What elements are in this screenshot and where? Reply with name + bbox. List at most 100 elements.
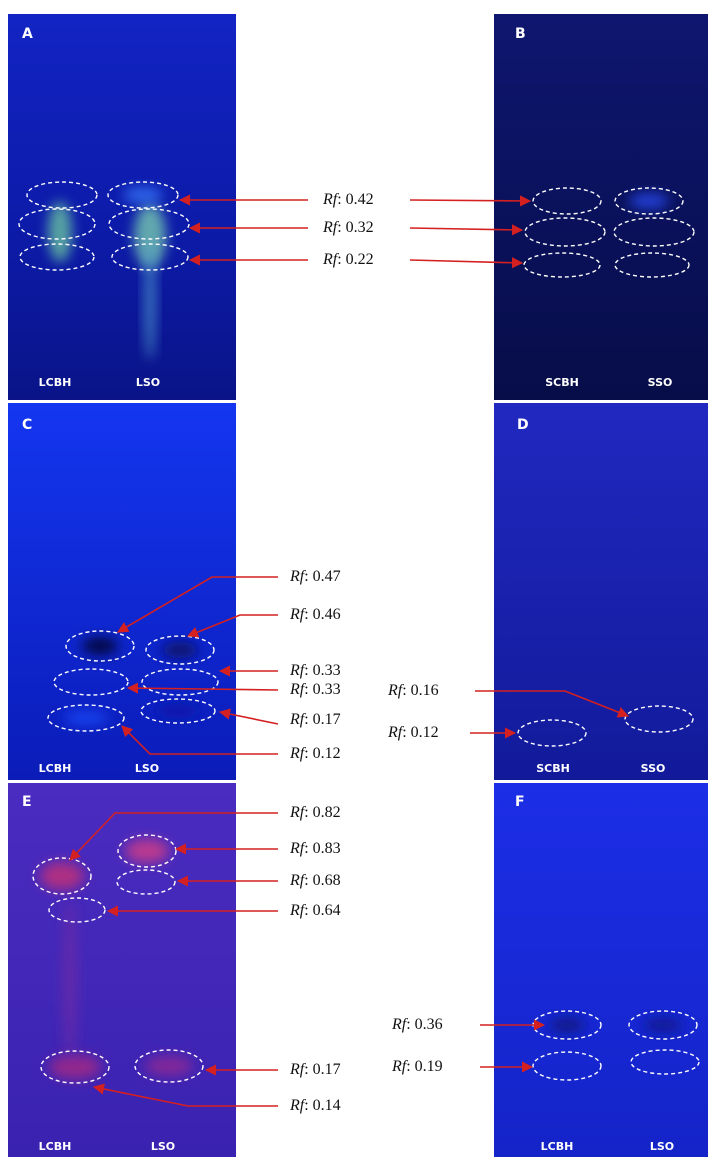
panel-letter: C xyxy=(22,417,32,433)
rf-separator: : xyxy=(304,711,308,728)
rf-value: 0.19 xyxy=(415,1058,443,1075)
rf-value: 0.46 xyxy=(313,606,341,623)
rf-separator: : xyxy=(406,1058,410,1075)
rf-label: Rf:0.22 xyxy=(322,251,374,268)
rf-value: 0.64 xyxy=(313,902,341,919)
band-glow xyxy=(629,193,669,209)
rf-separator: : xyxy=(304,840,308,857)
band-glow xyxy=(549,1017,585,1033)
band-glow xyxy=(643,1017,683,1033)
plate-background xyxy=(494,14,708,400)
lane-label: LSO xyxy=(136,376,160,389)
rf-value: 0.47 xyxy=(313,568,341,585)
band-glow xyxy=(144,240,156,360)
rf-separator: : xyxy=(304,902,308,919)
panel-letter: D xyxy=(517,417,529,433)
rf-label: Rf:0.17 xyxy=(289,1061,341,1078)
rf-separator: : xyxy=(304,1061,308,1078)
plate-panel: E LCBH LSO xyxy=(8,783,236,1157)
rf-value: 0.12 xyxy=(313,745,341,762)
lane-label: SSO xyxy=(648,376,673,389)
rf-separator: : xyxy=(406,1016,410,1033)
rf-value: 0.17 xyxy=(313,1061,341,1078)
rf-label: Rf:0.12 xyxy=(289,745,341,762)
band-glow xyxy=(123,187,163,203)
lane-label: LCBH xyxy=(39,376,72,389)
plate-background xyxy=(494,403,708,780)
rf-label: Rf:0.47 xyxy=(289,568,341,585)
rf-value: 0.33 xyxy=(313,662,341,679)
rf-label: Rf:0.83 xyxy=(289,840,341,857)
lane-label: LCBH xyxy=(39,1140,72,1153)
rf-separator: : xyxy=(304,606,308,623)
rf-separator: : xyxy=(337,219,341,236)
rf-label: Rf:0.46 xyxy=(289,606,341,623)
rf-label: Rf:0.33 xyxy=(289,681,341,698)
arrow xyxy=(410,200,530,201)
rf-label: Rf:0.12 xyxy=(387,724,439,741)
rf-label: Rf:0.64 xyxy=(289,902,341,919)
rf-label: Rf:0.82 xyxy=(289,804,341,821)
plate-background xyxy=(8,783,236,1157)
lane-label: LSO xyxy=(135,762,159,775)
panel-letter: F xyxy=(515,794,525,810)
rf-separator: : xyxy=(304,681,308,698)
rf-label: Rf:0.32 xyxy=(322,219,374,236)
rf-label: Rf:0.36 xyxy=(391,1016,443,1033)
rf-label: Rf:0.16 xyxy=(387,682,439,699)
lane-label: LSO xyxy=(650,1140,674,1153)
lane-label: LCBH xyxy=(541,1140,574,1153)
band-glow xyxy=(62,900,78,1060)
rf-value: 0.42 xyxy=(346,191,374,208)
rf-label: Rf:0.68 xyxy=(289,872,341,889)
rf-value: 0.68 xyxy=(313,872,341,889)
band-glow xyxy=(82,637,118,655)
rf-separator: : xyxy=(402,724,406,741)
rf-value: 0.36 xyxy=(415,1016,443,1033)
band-glow xyxy=(156,704,200,718)
rf-separator: : xyxy=(304,745,308,762)
band-glow xyxy=(162,642,198,658)
lane-label: LSO xyxy=(151,1140,175,1153)
rf-label: Rf:0.42 xyxy=(322,191,374,208)
rf-separator: : xyxy=(304,568,308,585)
lane-label: SCBH xyxy=(536,762,570,775)
plate-background xyxy=(8,14,236,400)
band-glow xyxy=(40,862,84,890)
panel-letter: A xyxy=(22,26,33,42)
rf-separator: : xyxy=(304,872,308,889)
band-glow xyxy=(145,1056,193,1076)
rf-value: 0.16 xyxy=(411,682,439,699)
rf-value: 0.33 xyxy=(313,681,341,698)
plate-panel: B SCBH SSO xyxy=(494,14,708,400)
band-glow xyxy=(49,1055,101,1079)
plate-panel: F LCBH LSO xyxy=(494,783,708,1157)
rf-label: Rf:0.17 xyxy=(289,711,341,728)
rf-separator: : xyxy=(337,191,341,208)
lane-label: SCBH xyxy=(545,376,579,389)
lane-label: SSO xyxy=(641,762,666,775)
band-glow xyxy=(64,711,108,725)
rf-value: 0.82 xyxy=(313,804,341,821)
figure: ALCBHLSOBSCBHSSOCLCBHLSODSCBHSSOELCBHLSO… xyxy=(0,0,710,1157)
rf-label: Rf:0.33 xyxy=(289,662,341,679)
plate-panel: D SCBH SSO xyxy=(494,403,708,780)
rf-value: 0.22 xyxy=(346,251,374,268)
rf-value: 0.83 xyxy=(313,840,341,857)
plate-background xyxy=(8,403,236,780)
rf-label: Rf:0.14 xyxy=(289,1097,341,1114)
rf-separator: : xyxy=(304,804,308,821)
panel-letter: E xyxy=(22,794,32,810)
band-glow xyxy=(48,202,72,262)
rf-value: 0.12 xyxy=(411,724,439,741)
rf-value: 0.14 xyxy=(313,1097,341,1114)
plate-background xyxy=(494,783,708,1157)
rf-value: 0.32 xyxy=(346,219,374,236)
band-glow xyxy=(125,839,169,863)
panel-letter: B xyxy=(515,26,526,42)
plate-panel: A LCBH LSO xyxy=(8,14,236,400)
rf-separator: : xyxy=(304,662,308,679)
rf-value: 0.17 xyxy=(313,711,341,728)
